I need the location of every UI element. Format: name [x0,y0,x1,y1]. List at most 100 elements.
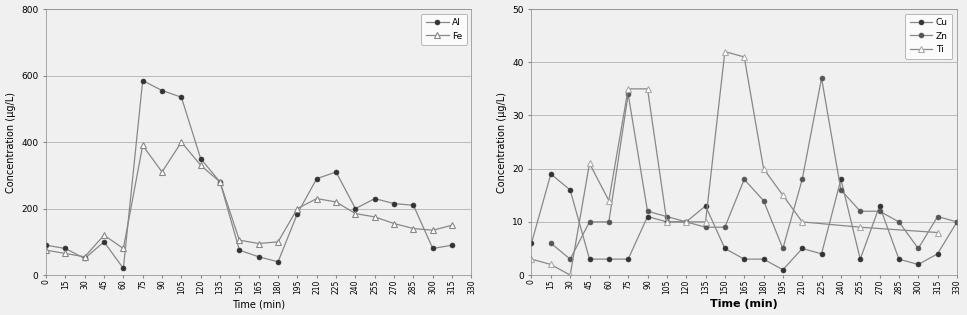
Al [447,243,458,247]
Fe [447,223,458,227]
Cu [700,204,712,208]
Al [427,247,439,250]
Cu [758,257,770,261]
Ti [739,55,750,59]
Cu [894,257,905,261]
Ti [642,87,654,91]
Al [79,257,91,261]
Cu [681,220,692,224]
Y-axis label: Concentration (μg/L): Concentration (μg/L) [497,92,507,192]
Cu [932,252,944,256]
Al [176,95,188,99]
Fe [41,248,52,252]
Cu [739,257,750,261]
Line: Cu: Cu [529,172,959,272]
Y-axis label: Concentration (μg/L): Concentration (μg/L) [6,92,15,192]
Fe [137,144,149,147]
Zn [545,241,557,245]
Line: Zn: Zn [548,76,959,261]
Fe [350,212,362,215]
Al [195,157,207,161]
Fe [331,200,342,204]
Zn [874,209,886,213]
Line: Fe: Fe [43,139,455,260]
Al [331,170,342,174]
Zn [700,225,712,229]
Legend: Al, Fe: Al, Fe [422,14,467,45]
Ti [565,273,576,277]
Cu [642,215,654,219]
Cu [565,188,576,192]
Al [389,202,400,205]
Al [292,212,304,215]
Cu [913,263,924,266]
Ti [797,220,808,224]
Cu [855,257,866,261]
Ti [526,257,538,261]
Zn [835,188,847,192]
Zn [719,225,731,229]
Cu [526,241,538,245]
Ti [719,50,731,54]
Ti [932,231,944,234]
Al [408,203,420,207]
Cu [816,252,828,256]
Cu [584,257,596,261]
Al [253,255,265,259]
Ti [545,263,557,266]
Fe [369,215,381,219]
Cu [623,257,634,261]
Al [234,248,246,252]
Zn [855,209,866,213]
Fe [157,170,168,174]
Zn [952,220,963,224]
Al [137,79,149,83]
Al [350,207,362,210]
Fe [118,247,130,250]
Cu [603,257,615,261]
Zn [603,220,615,224]
Al [41,243,52,247]
Zn [661,215,673,219]
Zn [565,257,576,261]
Cu [545,172,557,176]
Zn [758,199,770,203]
Al [118,266,130,270]
Fe [273,240,284,244]
Ti [584,162,596,165]
Al [311,177,323,180]
Zn [816,76,828,80]
Cu [719,247,731,250]
Zn [932,215,944,219]
Fe [215,180,226,184]
Ti [661,220,673,224]
Ti [777,193,789,197]
Ti [603,199,615,203]
Fe [79,255,91,259]
Ti [681,220,692,224]
Ti [758,167,770,170]
Fe [427,228,439,232]
Ti [855,225,866,229]
Fe [99,233,110,237]
Cu [777,268,789,272]
Al [273,260,284,264]
Fe [176,140,188,144]
Legend: Cu, Zn, Ti: Cu, Zn, Ti [905,14,952,59]
Fe [292,207,304,210]
Al [157,89,168,92]
Line: Ti: Ti [528,48,941,278]
Cu [797,247,808,250]
X-axis label: Time (min): Time (min) [232,300,285,309]
Al [60,247,72,250]
Cu [952,220,963,224]
Zn [623,92,634,96]
Al [99,240,110,244]
Ti [700,220,712,224]
Zn [739,177,750,181]
Fe [311,197,323,201]
Zn [894,220,905,224]
Cu [874,204,886,208]
Fe [234,238,246,242]
Zn [797,177,808,181]
